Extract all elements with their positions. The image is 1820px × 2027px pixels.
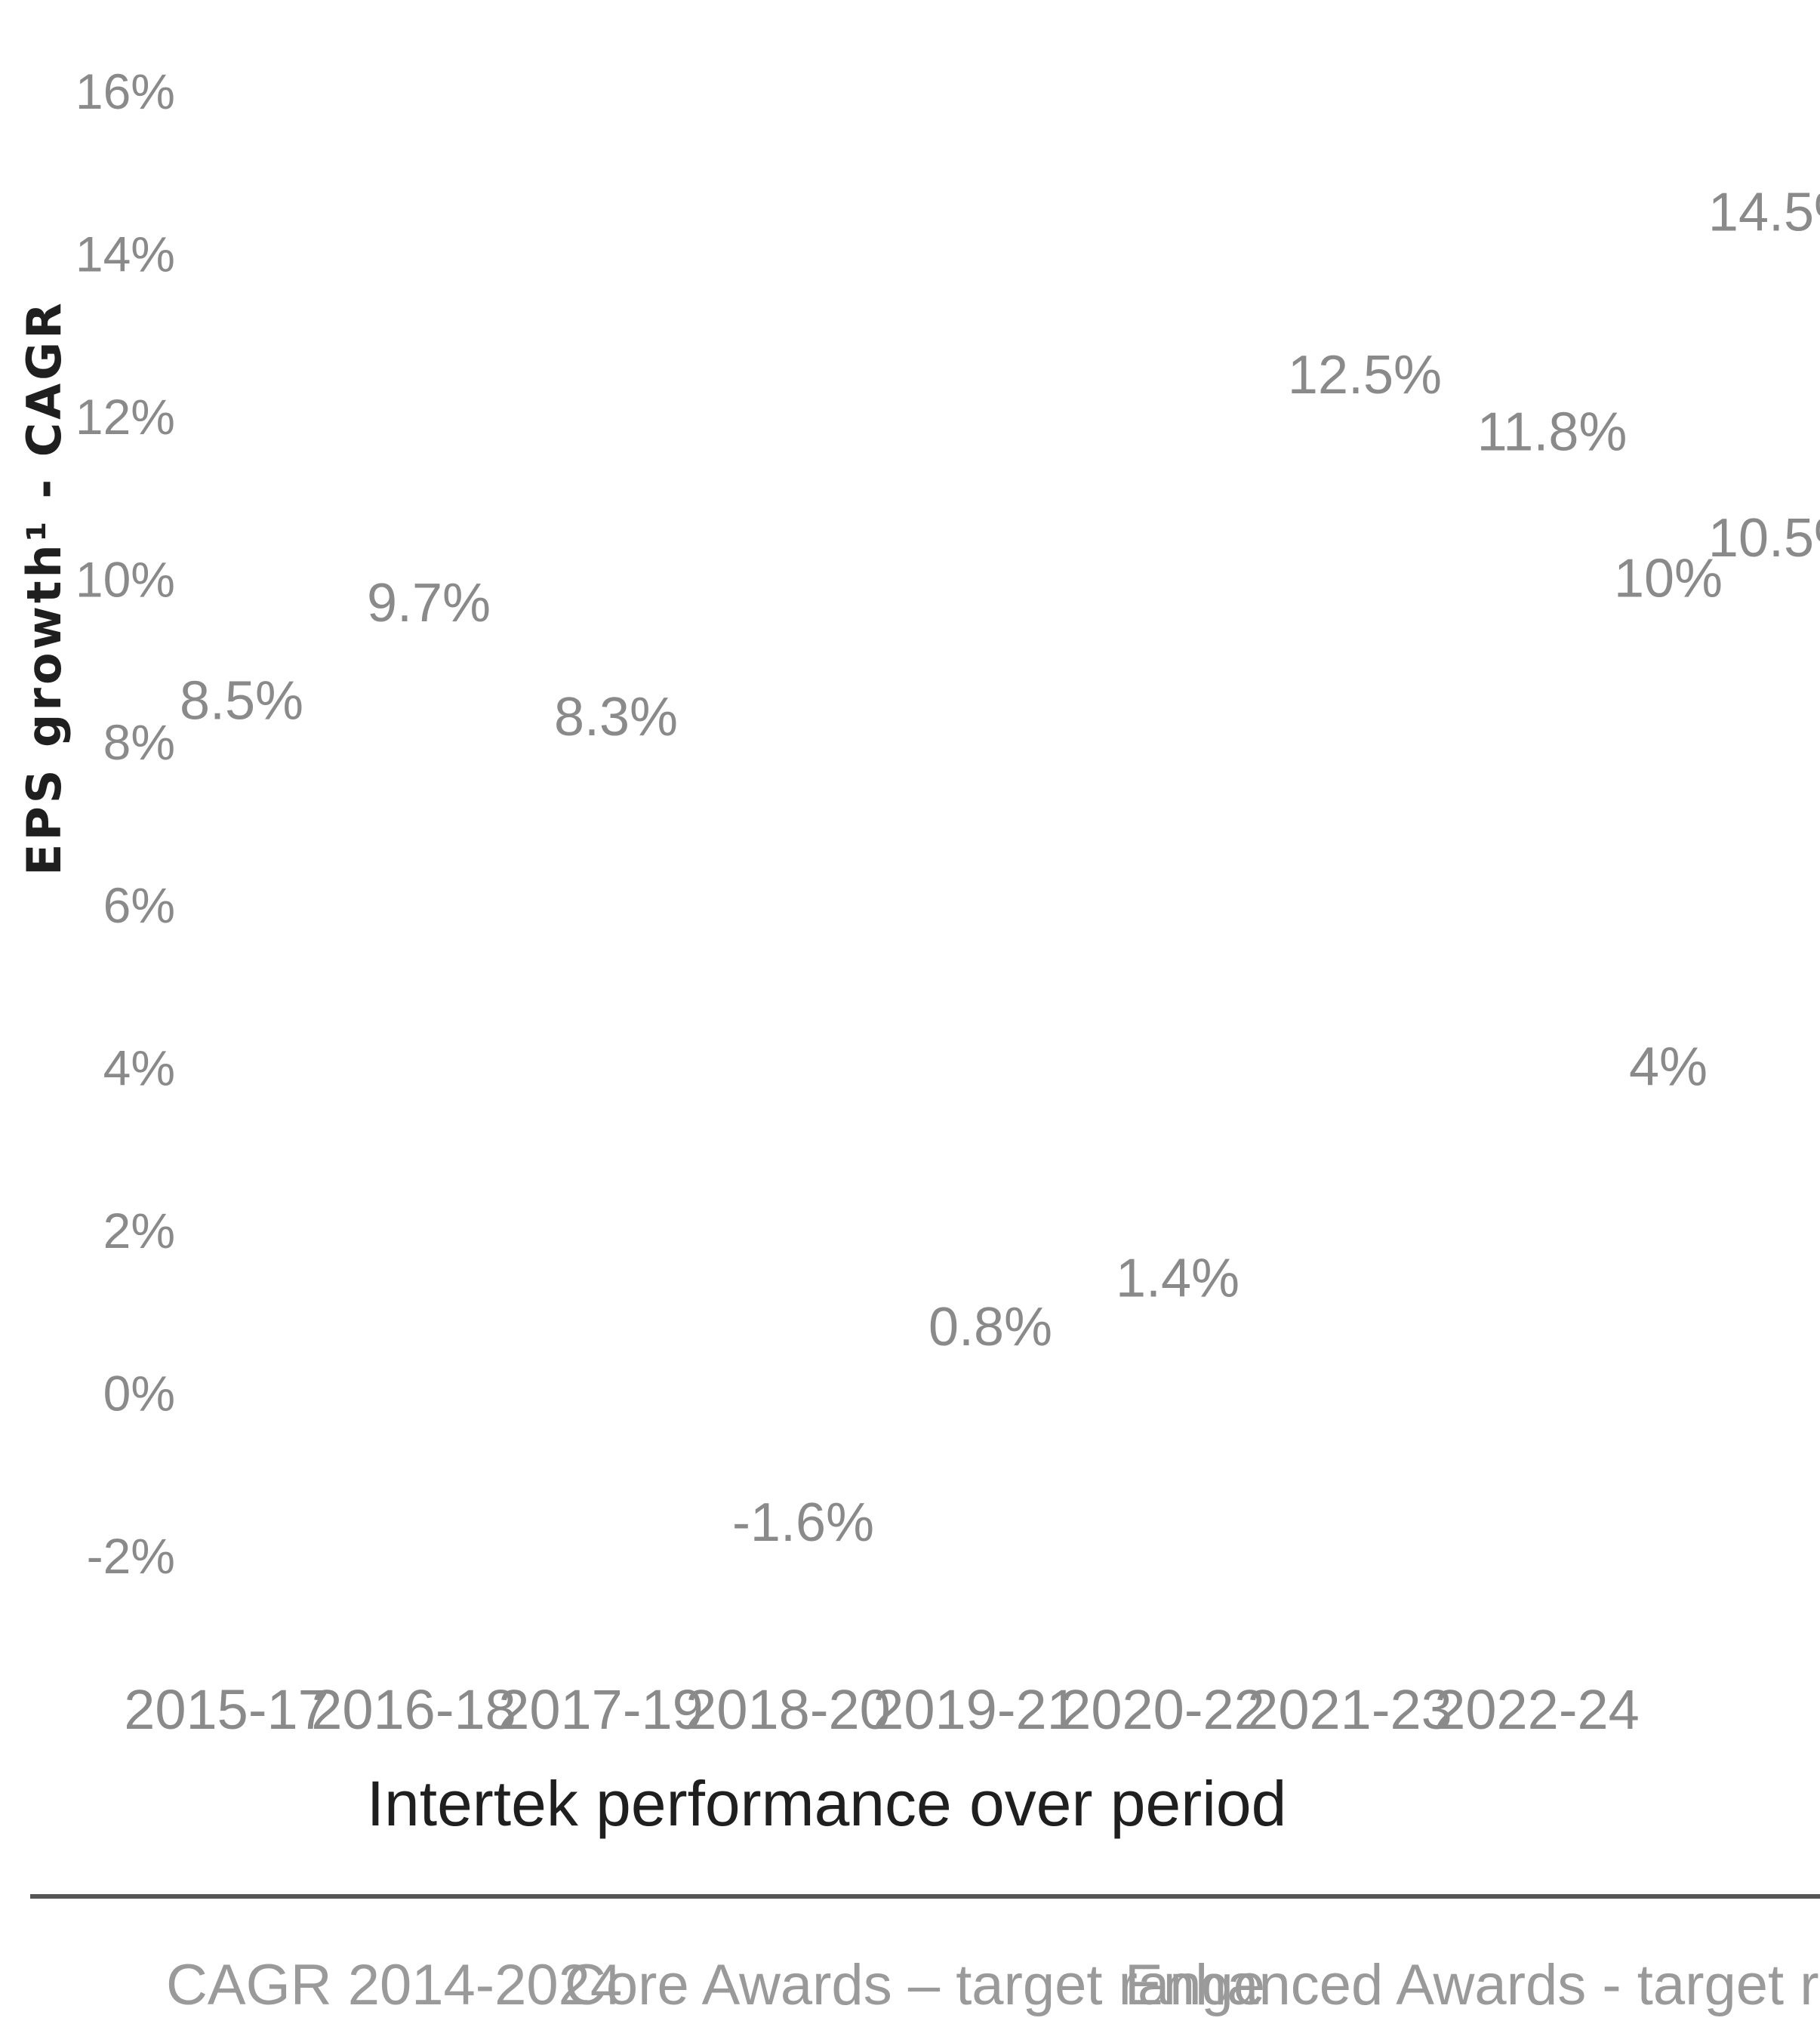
target-range-label: 14.5% — [1708, 183, 1820, 243]
target-range-label: 4% — [1629, 1037, 1708, 1097]
x-tick-label: 2017-19 — [498, 1678, 704, 1741]
target-range-label: 10.5% — [1708, 508, 1820, 568]
x-tick-label: 2016-18 — [311, 1678, 516, 1741]
data-point-label: 8.5% — [180, 670, 303, 731]
target-labels: 10% 4% 14.5% 10.5% — [1614, 183, 1820, 1098]
y-tick-label: 10% — [75, 552, 175, 608]
target-range-label: 10% — [1614, 549, 1723, 609]
y-axis-ticks: -2% 0% 2% 4% 6% 8% 10% 12% 14% 16% — [75, 63, 175, 1584]
data-point-label: 0.8% — [928, 1297, 1052, 1357]
x-tick-label: 2020-22 — [1060, 1678, 1265, 1741]
y-tick-label: 16% — [75, 63, 175, 119]
y-tick-label: 4% — [103, 1040, 175, 1095]
x-tick-label: 2021-23 — [1247, 1678, 1452, 1741]
data-point-label: 11.8% — [1477, 402, 1628, 463]
x-tick-label: 2015-17 — [124, 1678, 329, 1741]
data-point-label: 12.5% — [1288, 345, 1442, 405]
y-tick-label: 6% — [103, 877, 175, 933]
data-point-label: -1.6% — [732, 1493, 874, 1553]
legend-enhanced-awards: Enhanced Awards - target range — [1125, 1953, 1820, 2017]
data-point-label: 8.3% — [554, 687, 678, 747]
x-tick-label: 2018-20 — [685, 1678, 891, 1741]
y-axis-label: EPS growth¹ - CAGR — [17, 300, 72, 876]
y-tick-label: 12% — [75, 389, 175, 445]
x-axis-label: Intertek performance over period — [367, 1768, 1287, 1839]
x-tick-label: 2022-24 — [1434, 1678, 1640, 1741]
y-tick-label: 8% — [103, 714, 175, 770]
x-tick-label: 2019-21 — [873, 1678, 1078, 1741]
legend-core-awards: Core Awards – target range — [565, 1953, 1265, 2017]
y-tick-label: 2% — [103, 1203, 175, 1258]
y-tick-label: 14% — [75, 226, 175, 282]
y-tick-label: 0% — [103, 1365, 175, 1421]
y-tick-label: -2% — [87, 1528, 175, 1584]
x-axis-ticks: 2015-172016-182017-192018-202019-212020-… — [124, 1678, 1640, 1741]
data-point-label: 1.4% — [1116, 1249, 1240, 1309]
data-point-label: 9.7% — [367, 573, 491, 633]
data-labels: 8.5% 9.7% 8.3% -1.6% 0.8% 1.4% 12.5% 11.8% — [180, 345, 1627, 1553]
legend-cagr: CAGR 2014-2024 — [166, 1953, 622, 2017]
